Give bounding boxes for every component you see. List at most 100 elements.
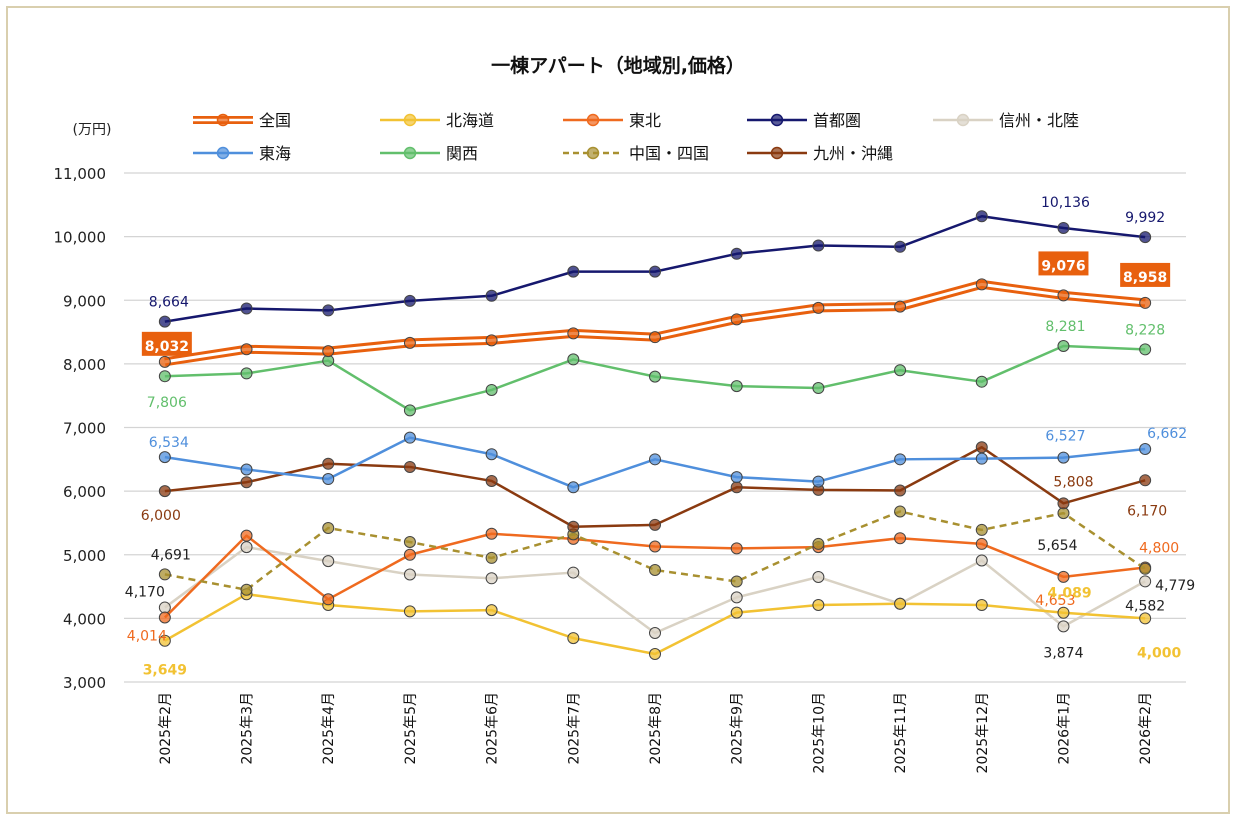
data-point — [567, 327, 580, 340]
data-point — [240, 367, 253, 380]
data-point — [1057, 289, 1070, 302]
data-label: 4,691 — [151, 547, 191, 563]
legend-label: 全国 — [259, 111, 291, 130]
legend-label: 北海道 — [446, 111, 494, 130]
data-label-text: 3,874 — [1043, 645, 1083, 661]
data-label-text: 8,664 — [149, 295, 189, 311]
data-label-text: 6,170 — [1127, 503, 1167, 519]
data-point — [158, 601, 171, 614]
data-label-text: 4,582 — [1125, 598, 1165, 614]
data-point — [649, 540, 661, 553]
series-5 — [158, 431, 1152, 494]
data-point — [812, 382, 825, 395]
gridlines — [124, 172, 1186, 683]
data-label: 8,958 — [1120, 262, 1171, 287]
data-point — [649, 265, 661, 278]
legend-item: 北海道 — [380, 111, 494, 130]
y-tick-label: 10,000 — [54, 229, 107, 247]
x-tick-label: 2026年2月 — [1138, 692, 1154, 765]
data-label-text: 4,691 — [151, 547, 191, 563]
legend-label: 中国・四国 — [629, 144, 709, 163]
data-label-text: 4,000 — [1137, 645, 1182, 661]
data-point — [975, 523, 988, 536]
data-point — [158, 451, 171, 464]
data-point — [485, 289, 498, 302]
data-point — [1139, 343, 1152, 356]
data-point — [894, 300, 907, 313]
data-point — [1057, 339, 1070, 352]
data-point — [649, 648, 661, 661]
y-tick-label: 11,000 — [54, 165, 107, 183]
x-tick-label: 2025年10月 — [811, 692, 827, 773]
data-label-text: 4,800 — [1139, 540, 1179, 556]
data-point — [322, 555, 335, 568]
data-point — [240, 529, 253, 542]
y-axis-ticks: 3,000 4,000 5,000 6,000 7,000 8,000 9,000 10,00… — [54, 165, 107, 692]
legend-label: 関西 — [446, 144, 478, 163]
data-point — [485, 334, 498, 347]
x-tick-label: 2026年1月 — [1056, 692, 1072, 765]
data-point — [1057, 570, 1070, 583]
data-point — [240, 541, 253, 554]
series-line-inner — [164, 282, 1146, 364]
legend-item: 信州・北陸 — [933, 111, 1079, 130]
legend-item: 全国 — [193, 111, 291, 130]
data-point — [567, 520, 580, 533]
data-label: 6,662 — [1147, 426, 1187, 442]
data-label-box — [1038, 251, 1089, 276]
legend-item: 中国・四国 — [563, 144, 709, 163]
x-axis-ticks: 2025年2月 2025年3月 2025年4月 2025年5月 2025年6月 2025年… — [158, 692, 1154, 773]
data-point — [649, 627, 661, 640]
data-point — [812, 537, 825, 550]
data-point — [158, 315, 171, 328]
data-point — [403, 294, 416, 307]
legend-marker — [586, 113, 600, 127]
data-label: 6,000 — [141, 508, 181, 524]
data-label: 6,170 — [1127, 503, 1167, 519]
data-point — [322, 593, 335, 606]
data-point — [730, 542, 743, 555]
series-1 — [158, 588, 1152, 661]
data-point — [322, 345, 335, 358]
legend-label: 信州・北陸 — [999, 111, 1079, 130]
data-point — [975, 210, 988, 223]
data-label: 3,874 — [1043, 645, 1083, 661]
data-point — [240, 302, 253, 315]
data-label-box — [141, 331, 192, 356]
series-line — [164, 545, 1146, 635]
data-label-text: 9,076 — [1041, 258, 1085, 274]
data-label-text: 5,808 — [1053, 474, 1093, 490]
legend-marker — [403, 146, 417, 160]
data-point — [1139, 562, 1152, 575]
y-tick-label: 4,000 — [63, 610, 106, 628]
data-label: 8,664 — [149, 295, 189, 311]
legend-label: 九州・沖縄 — [813, 144, 893, 163]
data-point — [975, 452, 988, 465]
data-label: 4,653 — [1035, 593, 1075, 609]
data-point — [158, 355, 171, 368]
legend-label: 東海 — [259, 144, 291, 163]
legend-item: 東海 — [193, 144, 291, 163]
data-point — [485, 383, 498, 396]
legend-marker — [216, 113, 230, 127]
data-label-text: 4,779 — [1155, 578, 1195, 594]
data-point — [1139, 612, 1152, 625]
data-label-text: 6,527 — [1045, 429, 1085, 445]
data-label-text: 4,170 — [125, 585, 165, 601]
data-label: 5,808 — [1053, 474, 1093, 490]
y-tick-label: 5,000 — [63, 547, 106, 565]
legend-item: 九州・沖縄 — [747, 144, 893, 163]
data-point — [240, 476, 253, 489]
data-label-text: 4,089 — [1047, 586, 1091, 602]
data-point — [730, 313, 743, 326]
series-3 — [158, 210, 1152, 328]
y-tick-label: 9,000 — [63, 292, 106, 310]
data-label: 8,281 — [1045, 319, 1085, 335]
y-axis-unit: (万円) — [73, 122, 112, 138]
data-label-text: 4,014 — [127, 628, 167, 644]
data-point — [158, 568, 171, 581]
legend-marker — [770, 146, 784, 160]
data-point — [322, 473, 335, 486]
data-label-box — [1120, 262, 1171, 287]
